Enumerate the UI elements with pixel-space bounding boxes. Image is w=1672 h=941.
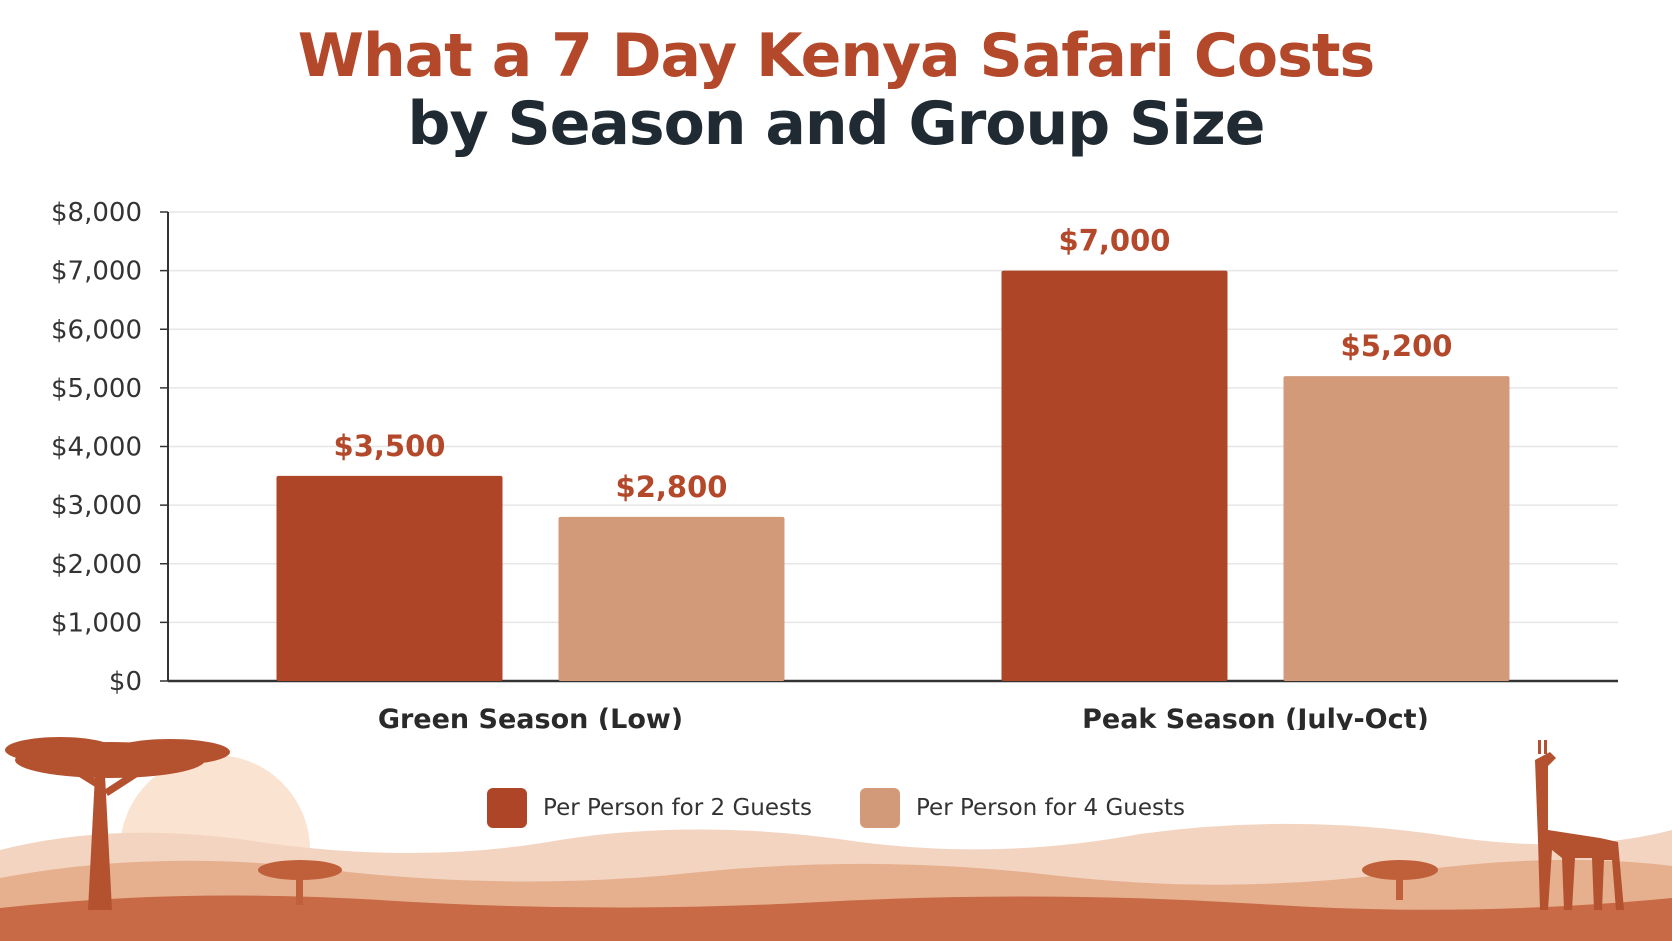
legend-item-4-guests: Per Person for 4 Guests <box>860 788 1185 828</box>
foreground-ground <box>0 895 1672 941</box>
y-tick-label: $5,000 <box>51 374 142 404</box>
legend-label: Per Person for 4 Guests <box>916 795 1185 821</box>
small-tree-icon <box>258 860 1438 905</box>
legend-label: Per Person for 2 Guests <box>543 795 812 821</box>
legend-item-2-guests: Per Person for 2 Guests <box>487 788 812 828</box>
bar <box>1001 270 1228 681</box>
chart-title-line-1: What a 7 Day Kenya Safari Costs <box>297 21 1375 91</box>
bar-value-label: $7,000 <box>1059 224 1171 258</box>
y-tick-label: $7,000 <box>51 257 142 287</box>
savanna-landscape-illustration <box>0 737 1672 941</box>
bar <box>558 516 785 681</box>
y-tick-label: $1,000 <box>51 608 142 638</box>
y-tick-label: $2,000 <box>51 550 142 580</box>
bar-chart: $0 $1,000 $2,000 $3,000 $4,000 $5,000 $6,000 $7… <box>51 198 1618 730</box>
legend-swatch-icon <box>860 788 900 828</box>
x-category-label: Peak Season (July-Oct) <box>1082 704 1429 730</box>
y-tick-label: $0 <box>109 667 142 697</box>
x-category-label: Green Season (Low) <box>378 704 683 730</box>
giraffe-icon <box>1535 740 1624 910</box>
bar-value-label: $2,800 <box>616 470 728 504</box>
bar-value-label: $3,500 <box>334 429 446 463</box>
y-tick-label: $3,000 <box>51 491 142 521</box>
legend-swatch-icon <box>487 788 528 828</box>
y-tick-label: $4,000 <box>51 433 142 463</box>
bar <box>276 475 503 681</box>
chart-title-line-2: by Season and Group Size <box>407 89 1266 159</box>
acacia-tree-icon <box>5 737 230 910</box>
y-tick-label: $6,000 <box>51 315 142 345</box>
chart-title: What a 7 Day Kenya Safari Costs by Seaso… <box>0 22 1672 158</box>
bar-value-label: $5,200 <box>1341 329 1453 363</box>
bar <box>1283 376 1510 681</box>
chart-legend: Per Person for 2 Guests Per Person for 4… <box>0 788 1672 828</box>
y-tick-label: $8,000 <box>51 198 142 228</box>
